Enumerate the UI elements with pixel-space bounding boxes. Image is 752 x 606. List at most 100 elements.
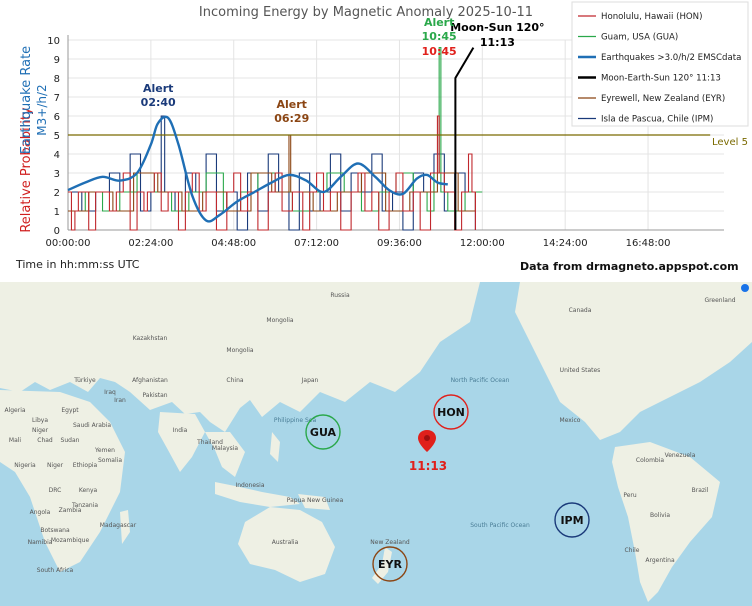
- map-label: Egypt: [61, 407, 79, 414]
- map-label: China: [226, 377, 243, 384]
- map-label: Mexico: [560, 417, 581, 424]
- land-japan: [296, 362, 318, 402]
- map-label: Madagascar: [100, 522, 137, 529]
- map-corner-dot: [741, 284, 749, 292]
- map-label: Chad: [37, 437, 53, 444]
- y-tick-label: 8: [54, 74, 60, 85]
- map-label: Papua New Guinea: [287, 497, 344, 504]
- map-label: Ethiopia: [73, 462, 98, 469]
- alert-time: 06:29: [274, 112, 309, 125]
- land-seasia: [205, 432, 245, 477]
- map-label: Pakistan: [142, 392, 167, 399]
- land-madagascar: [120, 510, 130, 544]
- x-tick-label: 07:12:00: [294, 238, 339, 249]
- station-circle: [554, 502, 590, 538]
- map-label: Mozambique: [51, 537, 90, 544]
- moon-event-time: 11:13: [480, 36, 515, 49]
- y-ticks: 0 1 2 3 4 5 6 7 8 9 10: [47, 36, 60, 237]
- epicenter-marker: [418, 430, 436, 452]
- x-tick-label: 16:48:00: [626, 238, 671, 249]
- series-eyr: [68, 134, 476, 212]
- map-svg: Kazakhstan China Mongolia India Iran Saudi Ar…: [0, 282, 752, 606]
- map-label: Tanzania: [71, 502, 98, 509]
- map-label: Japan: [301, 377, 319, 384]
- map-label: South Pacific Ocean: [470, 522, 530, 529]
- map-label: Kazakhstan: [133, 335, 168, 342]
- level-label: Level 5: [712, 137, 748, 148]
- legend-entry: Eyrewell, New Zealand (EYR): [601, 94, 725, 104]
- epicenter-time: 11:13: [409, 459, 447, 473]
- alert-label: Alert: [277, 98, 307, 111]
- x-tick-label: 04:48:00: [211, 238, 256, 249]
- map-panel: Kazakhstan China Mongolia India Iran Saudi Ar…: [0, 282, 752, 606]
- alert-time: 10:45: [422, 45, 457, 58]
- y-tick-label: 6: [54, 112, 60, 123]
- x-ticks: 00:00:00 02:24:00 04:48:00 07:12:00 09:36:00…: [46, 238, 671, 249]
- map-label: Malaysia: [212, 445, 239, 452]
- legend: Honolulu, Hawaii (HON) Guam, USA (GUA) Ear…: [571, 1, 749, 127]
- map-label: United States: [560, 367, 601, 374]
- map-label: Thailand: [196, 439, 223, 446]
- map-label: Indonesia: [235, 482, 264, 489]
- map-label: Botswana: [40, 527, 70, 534]
- station-circle: [372, 546, 408, 582]
- map-label: Philippine Sea: [274, 417, 317, 424]
- map-label: Chile: [624, 547, 639, 554]
- map-label: Iraq: [104, 389, 116, 396]
- map-label: Mali: [9, 437, 22, 444]
- map-label: Brazil: [692, 487, 709, 494]
- legend-entry: Earthquakes >3.0/h/2 EMSCdata: [601, 53, 741, 63]
- legend-entry: Isla de Pascua, Chile (IPM): [601, 115, 713, 125]
- legend-box: [571, 1, 749, 127]
- map-label: Colombia: [636, 457, 665, 464]
- map-label: India: [173, 427, 188, 434]
- map-label: Mongolia: [226, 347, 253, 354]
- alert-time: 02:40: [141, 96, 176, 109]
- map-label: South Africa: [37, 567, 74, 574]
- legend-entry: Guam, USA (GUA): [601, 33, 678, 43]
- land-eurasia: [0, 282, 480, 432]
- y-tick-label: 3: [54, 169, 60, 180]
- y-tick-label: 9: [54, 55, 60, 66]
- station-circle: [433, 394, 469, 430]
- map-label: DRC: [49, 487, 62, 494]
- chart-panel: Incoming Energy by Magnetic Anomaly 2025…: [0, 0, 752, 282]
- series-ipm: [68, 115, 476, 231]
- map-label: Yemen: [94, 447, 115, 454]
- land-south-america: [612, 442, 720, 602]
- land-australia: [238, 507, 335, 582]
- moon-event-line: [454, 47, 475, 230]
- y-tick-label: 10: [47, 36, 60, 47]
- map-label: Niger: [32, 427, 49, 434]
- x-tick-label: 14:24:00: [543, 238, 588, 249]
- map-label: Somalia: [98, 457, 122, 464]
- map-label: Bolivia: [650, 512, 670, 519]
- series-layer: Level 5: [67, 47, 748, 231]
- map-label: Venezuela: [665, 452, 696, 459]
- map-label: Türkiye: [73, 377, 96, 384]
- map-label: Namibia: [28, 539, 53, 546]
- legend-entry: Moon-Earth-Sun 120° 11:13: [601, 74, 721, 84]
- station-code: GUA: [310, 426, 337, 439]
- map-label: New Zealand: [370, 539, 410, 546]
- land-north-america: [515, 282, 752, 440]
- y-tick-label: 0: [54, 226, 60, 237]
- x-tick-label: 12:00:00: [460, 238, 505, 249]
- chart-svg: Incoming Energy by Magnetic Anomaly 2025…: [15, 1, 749, 273]
- land-africa: [0, 390, 125, 572]
- x-tick-label: 09:36:00: [377, 238, 422, 249]
- stations: GUA HON IPM EYR: [305, 394, 590, 582]
- map-label: Niger: [47, 462, 64, 469]
- map-label: Mongolia: [266, 317, 293, 324]
- station-code: EYR: [378, 558, 402, 571]
- y-tick-label: 5: [54, 131, 60, 142]
- map-label: Canada: [569, 307, 592, 314]
- map-label: Nigeria: [14, 462, 36, 469]
- moon-event-label: Moon-Sun 120°: [450, 21, 544, 34]
- map-label: Algeria: [4, 407, 25, 414]
- x-tick-label: 00:00:00: [46, 238, 91, 249]
- map-label: Sudan: [61, 437, 80, 444]
- map-label: Australia: [272, 539, 299, 546]
- map-label: Kenya: [79, 487, 98, 494]
